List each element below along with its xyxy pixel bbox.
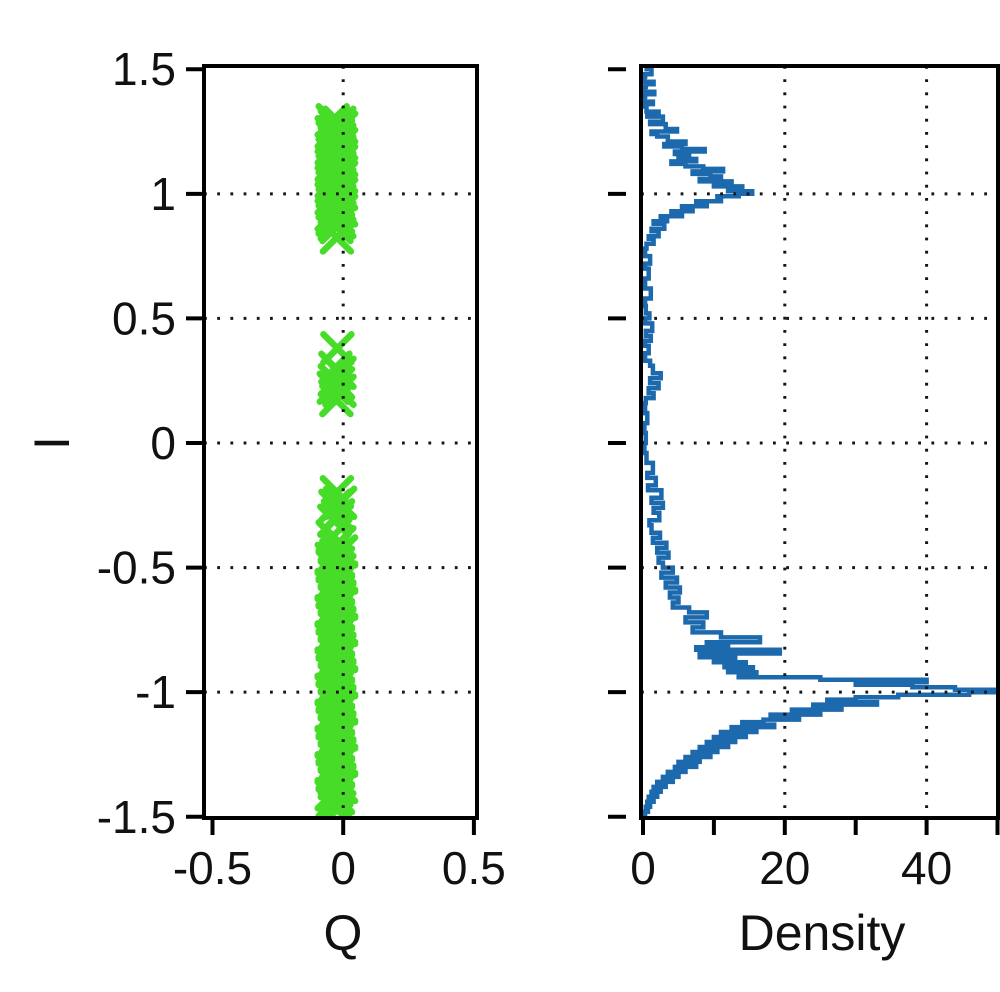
scatter-x-marker — [320, 792, 355, 818]
scatter-x-marker — [322, 373, 357, 408]
x-tick-label: 0 — [630, 842, 656, 894]
scatter-x-marker — [319, 209, 354, 245]
y-tick-label: 0.5 — [112, 292, 176, 344]
density-axes — [608, 64, 1000, 835]
x-tick-label: 0.5 — [442, 842, 506, 894]
density-line — [642, 66, 999, 817]
left-y-axis-label: I — [24, 436, 80, 450]
constellation-axes — [186, 64, 479, 835]
x-tick-label: 0 — [330, 842, 356, 894]
y-tick-label: -1 — [135, 666, 176, 718]
x-tick-label: -0.5 — [173, 842, 252, 894]
constellation-scatter — [314, 103, 359, 818]
y-tick-label: -0.5 — [97, 542, 176, 594]
y-tick-label: 1.5 — [112, 43, 176, 95]
x-tick-label: 20 — [759, 842, 810, 894]
y-tick-label: -1.5 — [97, 791, 176, 843]
density-curve — [642, 66, 999, 817]
left-x-axis-label: Q — [324, 905, 363, 961]
x-tick-label: 40 — [901, 842, 952, 894]
y-tick-label: 1 — [150, 168, 176, 220]
tick-labels: 1.510.50-0.5-1-1.5-0.5 0 0.5 0 20 40 — [97, 43, 952, 894]
scatter-x-marker — [319, 220, 355, 255]
right-x-axis-label: Density — [739, 905, 906, 961]
plot-border — [639, 64, 1000, 820]
y-tick-label: 0 — [150, 417, 176, 469]
scatter-x-marker — [319, 382, 354, 418]
plot-border — [202, 64, 479, 820]
